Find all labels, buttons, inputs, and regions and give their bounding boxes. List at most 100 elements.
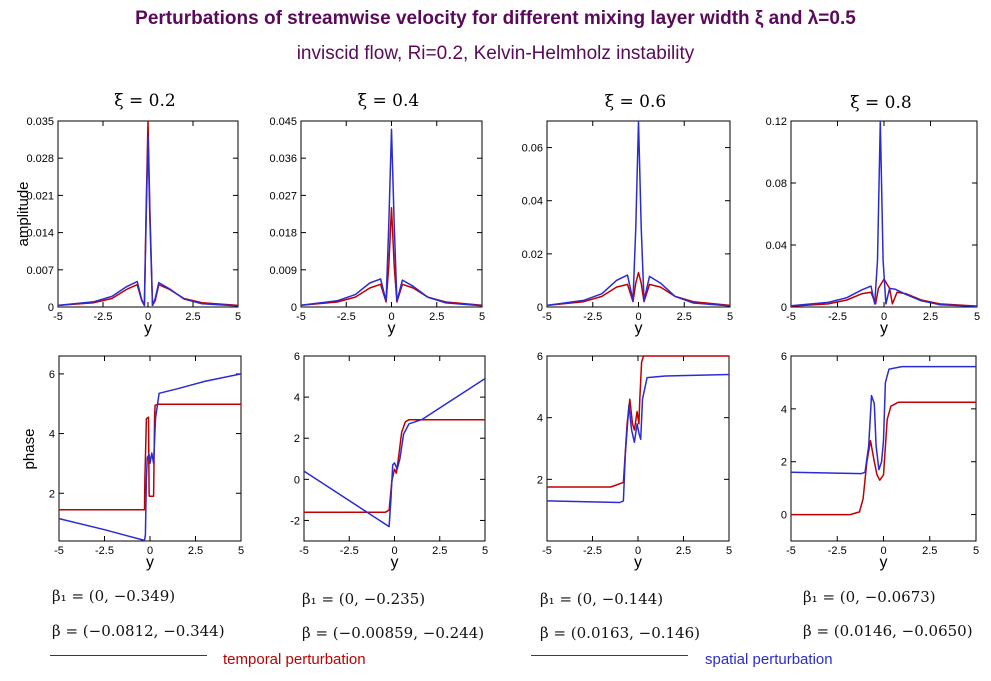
x-tick-label: 0 [880,545,886,557]
y-axis-label-amplitude: amplitude [15,181,32,246]
chart-subtitle: inviscid flow, Ri=0.2, Kelvin-Helmholz i… [296,43,695,64]
y-tick-label: 0.035 [26,116,54,128]
y-tick-label: 0 [537,302,543,314]
x-tick-label: 2.5 [677,311,692,323]
y-tick-label: 0.014 [26,228,54,240]
x-tick-label: -2.5 [340,545,359,557]
x-tick-label: -2.5 [583,311,602,323]
y-tick-label: 0.12 [766,116,787,128]
beta1-note-2: β₁ = (0, −0.235) [302,590,426,608]
x-tick-label: 5 [727,311,733,323]
panel-8: -5 -2.5 0 2.5 5 0 2 4 6 y [781,351,979,571]
x-tick-label: 2.5 [432,545,447,557]
x-tick-label: 5 [235,311,241,323]
spatial-series-line [58,373,242,542]
x-tick-label: -5 [786,545,796,557]
y-tick-label: 0.045 [269,116,297,128]
panel-title: ξ = 0.8 [850,93,911,113]
y-tick-label: 0.02 [522,249,543,261]
panel-title: ξ = 0.4 [358,91,419,111]
plot-frame [546,355,730,542]
x-tick-label: 5 [482,545,488,557]
x-tick-label: -5 [542,545,552,557]
y-tick-label: 0 [781,302,787,314]
spatial-series-line [300,128,483,307]
x-axis-label: y [635,320,643,337]
temporal-series-line [59,403,241,511]
x-tick-label: -2.5 [828,311,847,323]
beta-note-2: β = (−0.00859, −0.244) [302,624,485,642]
legend-temporal-label: temporal perturbation [223,651,366,668]
legend-temporal-line [50,655,207,656]
panel-6: -5 -2.5 0 2.5 5 -2 0 2 4 6 y [290,351,488,571]
y-tick-label: 0 [291,302,297,314]
x-axis-label: y [146,554,154,571]
y-tick-label: 0.028 [26,153,54,165]
x-axis-label: y [388,320,396,337]
y-tick-label: 0.018 [269,228,297,240]
x-axis-label: y [144,320,152,337]
y-tick-label: 4 [781,404,787,416]
spatial-series-line [57,136,239,307]
y-tick-label: -2 [290,515,300,527]
y-tick-label: 0.04 [766,240,787,252]
legend-spatial-label: spatial perturbation [705,651,833,668]
y-tick-label: 0.04 [522,196,543,208]
panel-2: -5 -2.5 0 2.5 5 0 0.009 0.018 0.027 0.036 0.045 y ξ … [269,91,485,337]
y-tick-label: 0.007 [26,265,54,277]
x-tick-label: 2.5 [676,545,691,557]
y-tick-label: 0.06 [522,143,543,155]
y-tick-label: 0 [294,474,300,486]
x-tick-label: 0 [147,545,153,557]
y-tick-label: 0.036 [269,153,297,165]
y-tick-label: 4 [294,392,300,404]
spatial-series-line [790,365,976,475]
x-tick-label: 0 [145,311,151,323]
legend-spatial-line [531,655,688,656]
y-tick-label: 0.021 [26,190,54,202]
temporal-series-line [546,271,731,307]
beta1-note-1: β₁ = (0, −0.349) [52,587,176,605]
panel-title: ξ = 0.2 [114,91,175,111]
spatial-series-line [790,120,978,307]
x-tick-label: 0 [635,545,641,557]
y-tick-label: 0 [48,302,54,314]
panel-5: -5 -2.5 0 2.5 5 2 4 6 y [49,355,244,571]
y-tick-label: 2 [294,433,300,445]
x-tick-label: -5 [542,311,552,323]
x-tick-label: -5 [53,311,63,323]
x-tick-label: 0 [391,545,397,557]
x-tick-label: 2.5 [188,545,203,557]
x-tick-label: 0 [388,311,394,323]
plot-frame [58,355,242,542]
x-tick-label: -2.5 [94,311,113,323]
panel-3: -5 -2.5 0 2.5 5 0 0.02 0.04 0.06 y ξ = 0.6 [522,92,733,337]
x-tick-label: 5 [479,311,485,323]
x-tick-label: -2.5 [583,545,602,557]
x-tick-label: -5 [786,311,796,323]
x-tick-label: 2.5 [923,311,938,323]
y-tick-label: 6 [537,351,543,363]
y-tick-label: 6 [294,351,300,363]
x-tick-label: 5 [973,545,979,557]
y-tick-label: 0.027 [269,190,297,202]
plot-frame [546,120,731,308]
y-tick-label: 4 [49,429,55,441]
x-tick-label: 5 [974,311,980,323]
y-tick-label: 4 [537,413,543,425]
spatial-series-line [546,120,731,307]
y-tick-label: 0.08 [766,178,787,190]
x-tick-label: 5 [726,545,732,557]
y-axis-label-phase: phase [21,429,38,470]
y-tick-label: 6 [49,369,55,381]
panel-1: -5 -2.5 0 2.5 5 0 0.007 0.014 0.021 0.028 0.035 y ξ … [26,91,241,337]
plot-frame [303,355,486,542]
panel-7: -5 -2.5 0 2.5 5 2 4 6 y [537,351,732,571]
y-tick-label: 2 [781,457,787,469]
x-tick-label: 0 [881,311,887,323]
x-tick-label: 2.5 [429,311,444,323]
x-tick-label: -2.5 [337,311,356,323]
x-tick-label: -2.5 [95,545,114,557]
y-tick-label: 2 [537,474,543,486]
